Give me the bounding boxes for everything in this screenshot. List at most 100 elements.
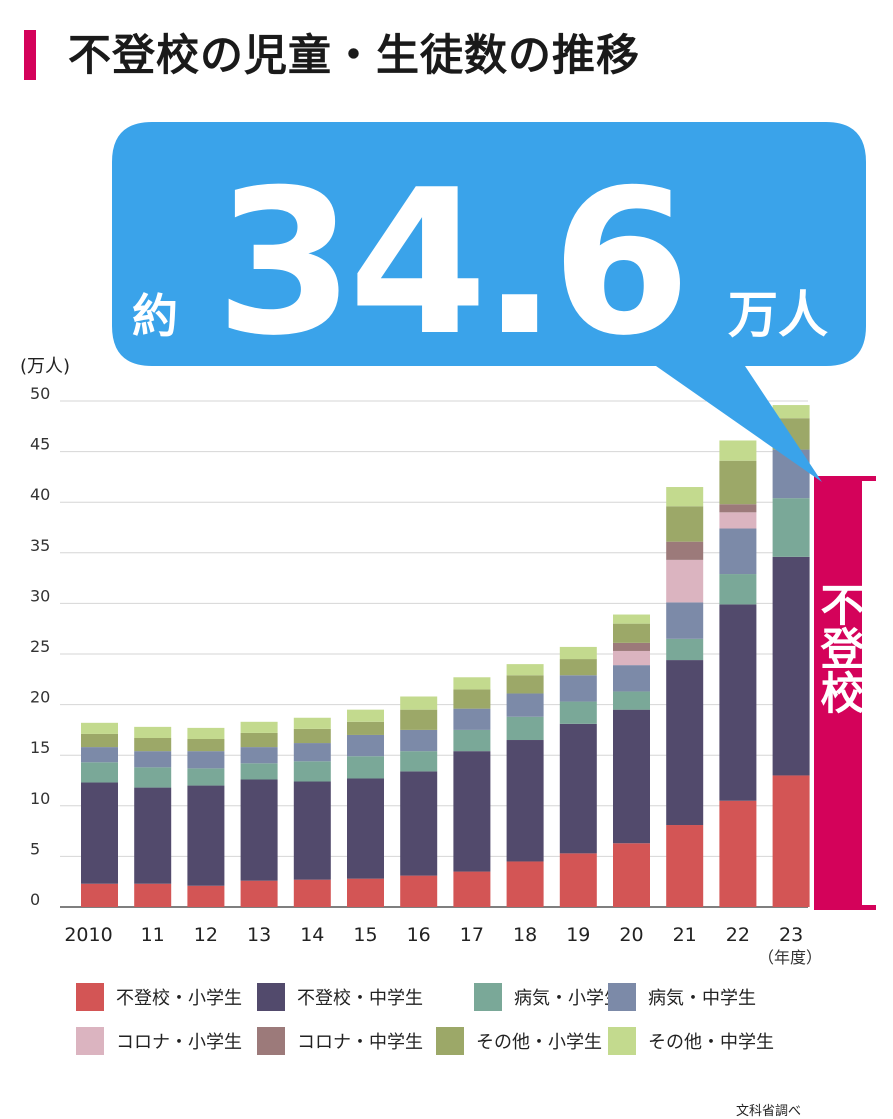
futoko-bracket-bar [814,478,862,908]
legend-item: 不登校・中学生 [257,982,423,1012]
bar-segment-14-2 [293,761,331,782]
x-tick-label: 15 [353,924,377,946]
bar-segment-18-2 [506,716,544,741]
bar-segment-11-7 [134,726,172,738]
y-axis-ticks: 0 5 10 15 20 25 30 35 40 45 50 [30,384,50,909]
y-tick-label: 10 [30,789,50,808]
legend-swatch [436,1027,464,1055]
legend-label: 不登校・中学生 [297,988,423,1009]
y-axis-label: (万人) [20,356,70,377]
bar-segment-22-1 [719,604,757,801]
x-tick-label: 14 [300,924,324,946]
bar-segment-23-2 [772,498,810,557]
bar-segment-15-3 [347,734,384,757]
bar-segment-11-3 [134,751,172,768]
bar-segment-17-7 [453,677,491,690]
bar-segment-2010-0 [81,883,118,907]
bar-segment-2010-1 [81,782,118,884]
legend-label: 病気・小学生 [514,988,622,1009]
legend-item: コロナ・小学生 [76,1026,242,1056]
bar-segment-18-3 [506,693,544,717]
bar-segment-16-6 [400,709,438,730]
bar-segment-11-2 [134,767,172,788]
x-tick-label: 16 [407,924,431,946]
legend-swatch [474,983,502,1011]
bar-segment-11-0 [134,883,172,907]
page-title: 不登校の児童・生徒数の推移 [68,31,640,81]
legend-item: 病気・小学生 [474,982,622,1012]
x-tick-label: 12 [194,924,218,946]
bar-segment-15-6 [347,721,384,735]
bar-segment-17-6 [453,689,491,709]
bar-segment-13-7 [240,721,278,733]
legend-label: 病気・中学生 [648,988,756,1009]
bars [81,405,810,907]
y-tick-label: 20 [30,688,50,707]
bar-segment-22-6 [719,460,757,505]
bar-segment-21-3 [666,602,704,639]
bar-segment-19-1 [559,723,597,854]
y-tick-label: 35 [30,536,50,555]
bar-segment-16-7 [400,696,438,710]
bar-segment-20-4 [613,650,650,666]
legend-item: その他・中学生 [608,1026,774,1056]
bar-segment-22-0 [719,800,757,907]
bar-segment-12-2 [187,768,225,786]
bar-segment-21-1 [666,660,704,826]
bar-segment-21-0 [666,825,704,907]
x-axis-unit-label: （年度） [758,948,822,967]
y-tick-label: 15 [30,738,50,757]
x-tick-label: 20 [619,924,643,946]
legend-swatch [257,983,285,1011]
legend-item: コロナ・中学生 [257,1026,423,1056]
bar-segment-21-6 [666,506,704,542]
x-tick-label: 19 [566,924,590,946]
bar-segment-20-6 [613,623,650,643]
bar-segment-22-2 [719,574,757,605]
bar-segment-13-2 [240,763,278,780]
bar-segment-12-7 [187,727,225,740]
source-note: 文科省調べ [735,1104,801,1119]
bar-segment-16-3 [400,729,438,752]
callout-value: 34.6 [215,147,684,380]
bar-segment-18-0 [506,861,544,907]
bar-segment-19-2 [559,701,597,724]
legend-swatch [257,1027,285,1055]
x-tick-label: 17 [460,924,484,946]
legend-label: コロナ・小学生 [116,1032,242,1053]
bar-segment-15-0 [347,878,384,907]
callout-unit: 万人 [728,286,828,344]
legend-swatch [608,983,636,1011]
bar-segment-14-1 [293,781,331,880]
legend-item: 病気・中学生 [608,982,756,1012]
bar-segment-2010-3 [81,747,118,763]
bar-segment-18-7 [506,664,544,676]
futoko-bracket: 不登校 [813,476,876,910]
bar-segment-15-1 [347,778,384,879]
bar-segment-21-4 [666,559,704,603]
legend-item: その他・小学生 [436,1026,602,1056]
legend-label: 不登校・小学生 [116,988,242,1009]
bar-segment-23-0 [772,775,810,907]
bar-segment-17-0 [453,871,491,907]
legend-label: その他・小学生 [476,1032,602,1053]
x-tick-label: 2010 [64,924,112,946]
y-tick-label: 45 [30,435,50,454]
bar-segment-20-3 [613,665,650,692]
x-tick-label: 18 [513,924,537,946]
y-tick-label: 30 [30,586,50,605]
bar-segment-12-1 [187,785,225,886]
bar-segment-15-7 [347,709,384,722]
y-tick-label: 40 [30,485,50,504]
bar-segment-2010-2 [81,762,118,783]
legend-swatch [608,1027,636,1055]
bar-segment-21-7 [666,487,704,507]
bar-segment-20-0 [613,843,650,907]
bar-segment-19-0 [559,853,597,907]
bar-segment-2010-7 [81,722,118,734]
x-tick-label: 11 [141,924,165,946]
bar-segment-12-0 [187,885,225,907]
x-tick-label: 22 [726,924,750,946]
legend-label: その他・中学生 [648,1032,774,1053]
bar-segment-21-5 [666,541,704,560]
